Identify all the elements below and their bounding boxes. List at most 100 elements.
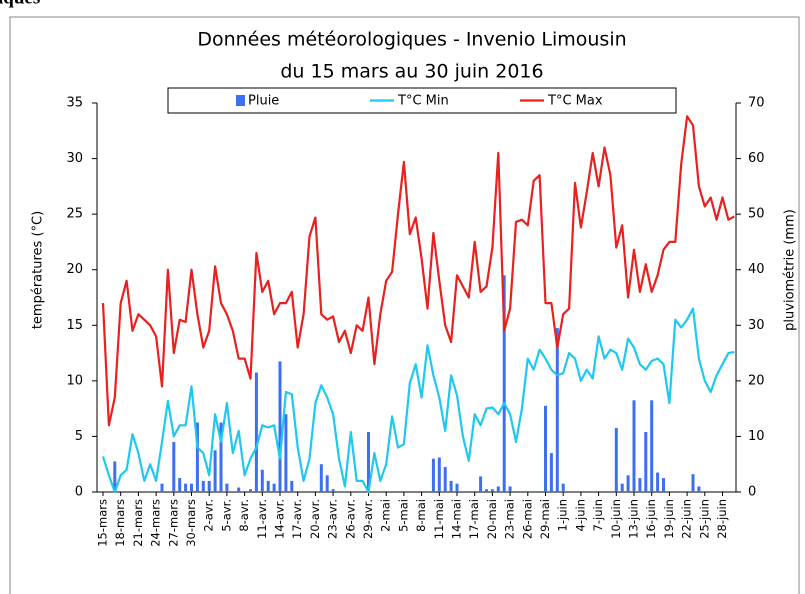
y2-tick-label: 70 bbox=[748, 96, 765, 111]
y2-axis-label: pluviométrie (mm) bbox=[783, 209, 798, 331]
bar bbox=[319, 464, 323, 492]
y2-tick-label: 0 bbox=[748, 485, 756, 500]
bar bbox=[178, 478, 182, 492]
bar bbox=[479, 476, 483, 492]
x-tick-label: 14-mai bbox=[450, 499, 464, 539]
bar bbox=[508, 486, 512, 492]
legend-label: Pluie bbox=[248, 94, 279, 109]
bar bbox=[502, 275, 506, 492]
x-tick-label: 17-mai bbox=[467, 499, 481, 539]
y2-tick-label: 10 bbox=[748, 429, 765, 444]
bar bbox=[367, 431, 370, 492]
x-tick-label: 2-avr. bbox=[202, 499, 216, 532]
x-tick-label: 5-avr. bbox=[219, 499, 233, 532]
x-tick-label: 21-mars bbox=[131, 499, 145, 547]
y-tick-label: 25 bbox=[66, 207, 83, 222]
bar bbox=[644, 431, 648, 492]
bar bbox=[213, 450, 217, 492]
y2-tick-label: 40 bbox=[748, 262, 765, 277]
line bbox=[101, 115, 735, 427]
bar bbox=[656, 472, 660, 492]
bar bbox=[172, 441, 176, 492]
line bbox=[101, 307, 735, 494]
bar bbox=[272, 483, 276, 492]
bar bbox=[184, 483, 188, 492]
x-tick-label: 17-avr. bbox=[290, 499, 304, 539]
bar bbox=[437, 457, 441, 492]
x-tick-label: 7-juin bbox=[591, 499, 605, 531]
page-title-fragment: iques bbox=[0, 0, 40, 8]
x-tick-label: 27-mars bbox=[166, 499, 180, 547]
bar bbox=[620, 483, 624, 492]
bar bbox=[278, 361, 282, 492]
bar bbox=[431, 458, 435, 492]
x-tick-label: 20-mai bbox=[485, 499, 499, 539]
x-tick-label: 26-mai bbox=[520, 499, 534, 539]
bar bbox=[691, 474, 695, 492]
bar bbox=[190, 483, 193, 492]
y2-tick-label: 50 bbox=[748, 207, 765, 222]
x-tick-label: 25-juin bbox=[697, 499, 711, 539]
bar bbox=[485, 489, 488, 492]
x-tick-label: 23-mai bbox=[503, 499, 517, 539]
x-tick-label: 4-juin bbox=[573, 499, 587, 531]
bar bbox=[697, 486, 701, 492]
x-tick-label: 19-juin bbox=[662, 499, 676, 539]
y2-tick-label: 30 bbox=[748, 318, 765, 333]
bar bbox=[260, 469, 264, 492]
x-tick-label: 28-juin bbox=[715, 499, 729, 539]
x-tick-label: 20-avr. bbox=[308, 499, 322, 539]
bar bbox=[555, 328, 559, 492]
y-tick-label: 0 bbox=[75, 485, 83, 500]
bar bbox=[443, 466, 447, 492]
bar bbox=[266, 480, 270, 492]
y-tick-label: 35 bbox=[66, 96, 83, 111]
bar bbox=[284, 414, 288, 492]
x-tick-label: 15-mars bbox=[96, 499, 110, 547]
x-tick-label: 2-mai bbox=[379, 499, 393, 532]
bar bbox=[207, 480, 211, 492]
bar bbox=[632, 400, 636, 492]
bar bbox=[626, 475, 630, 492]
bar bbox=[662, 478, 665, 492]
bar bbox=[237, 487, 241, 492]
bar bbox=[490, 489, 494, 492]
chart-subtitle: du 15 mars au 30 juin 2016 bbox=[280, 61, 543, 83]
x-tick-label: 23-avr. bbox=[326, 499, 340, 539]
chart-title: Données météorologiques - Invenio Limous… bbox=[197, 29, 626, 51]
y2-tick-label: 20 bbox=[748, 373, 765, 388]
bar bbox=[160, 483, 164, 492]
x-tick-label: 10-juin bbox=[609, 499, 623, 539]
x-tick-label: 8-mai bbox=[414, 499, 428, 532]
bar bbox=[331, 489, 335, 492]
x-tick-label: 8-avr. bbox=[237, 499, 251, 532]
legend-box bbox=[167, 87, 677, 114]
legend-label: T°C Max bbox=[547, 94, 603, 109]
bar bbox=[549, 453, 553, 492]
bar bbox=[325, 475, 329, 492]
x-tick-label: 11-mai bbox=[432, 499, 446, 539]
x-tick-label: 14-avr. bbox=[273, 499, 287, 539]
x-tick-label: 1-juin bbox=[556, 499, 570, 531]
y-tick-label: 10 bbox=[66, 373, 83, 388]
y-tick-label: 20 bbox=[66, 262, 83, 277]
x-tick-label: 29-mai bbox=[538, 499, 552, 539]
chart-frame bbox=[9, 16, 800, 594]
legend-label: T°C Min bbox=[397, 94, 449, 109]
y-tick-label: 30 bbox=[66, 151, 83, 166]
bar bbox=[561, 483, 565, 492]
x-tick-label: 5-mai bbox=[396, 499, 410, 532]
bar bbox=[225, 483, 229, 492]
y-axis-label: températures (°C) bbox=[31, 211, 46, 329]
bar bbox=[290, 480, 294, 492]
bar bbox=[113, 461, 117, 492]
x-tick-label: 13-juin bbox=[627, 499, 641, 539]
x-tick-label: 26-avr. bbox=[343, 499, 357, 539]
x-tick-label: 11-avr. bbox=[255, 499, 269, 539]
x-tick-label: 18-mars bbox=[113, 499, 127, 547]
bar bbox=[195, 422, 199, 492]
bar bbox=[614, 428, 618, 492]
x-tick-label: 22-juin bbox=[680, 499, 694, 539]
